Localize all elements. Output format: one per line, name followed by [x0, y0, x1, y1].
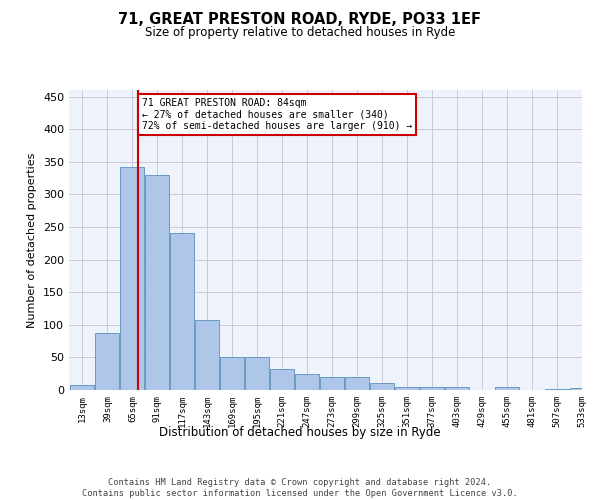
Bar — [495, 388, 519, 390]
Bar — [170, 233, 194, 390]
Bar — [570, 388, 594, 390]
Bar — [395, 386, 419, 390]
Bar — [270, 369, 294, 390]
Bar — [220, 358, 244, 390]
Text: Contains HM Land Registry data © Crown copyright and database right 2024.
Contai: Contains HM Land Registry data © Crown c… — [82, 478, 518, 498]
Text: 71, GREAT PRESTON ROAD, RYDE, PO33 1EF: 71, GREAT PRESTON ROAD, RYDE, PO33 1EF — [119, 12, 482, 28]
Y-axis label: Number of detached properties: Number of detached properties — [28, 152, 37, 328]
Bar — [121, 167, 145, 390]
Text: Size of property relative to detached houses in Ryde: Size of property relative to detached ho… — [145, 26, 455, 39]
Bar — [145, 175, 169, 390]
Bar — [445, 386, 469, 390]
Bar — [70, 386, 94, 390]
Bar — [245, 358, 269, 390]
Bar — [196, 320, 220, 390]
Bar — [95, 332, 119, 390]
Text: 71 GREAT PRESTON ROAD: 84sqm
← 27% of detached houses are smaller (340)
72% of s: 71 GREAT PRESTON ROAD: 84sqm ← 27% of de… — [142, 98, 412, 131]
Bar — [320, 377, 344, 390]
Bar — [345, 377, 369, 390]
Text: Distribution of detached houses by size in Ryde: Distribution of detached houses by size … — [159, 426, 441, 439]
Bar — [370, 384, 394, 390]
Bar — [545, 388, 569, 390]
Bar — [420, 386, 444, 390]
Bar — [295, 374, 319, 390]
